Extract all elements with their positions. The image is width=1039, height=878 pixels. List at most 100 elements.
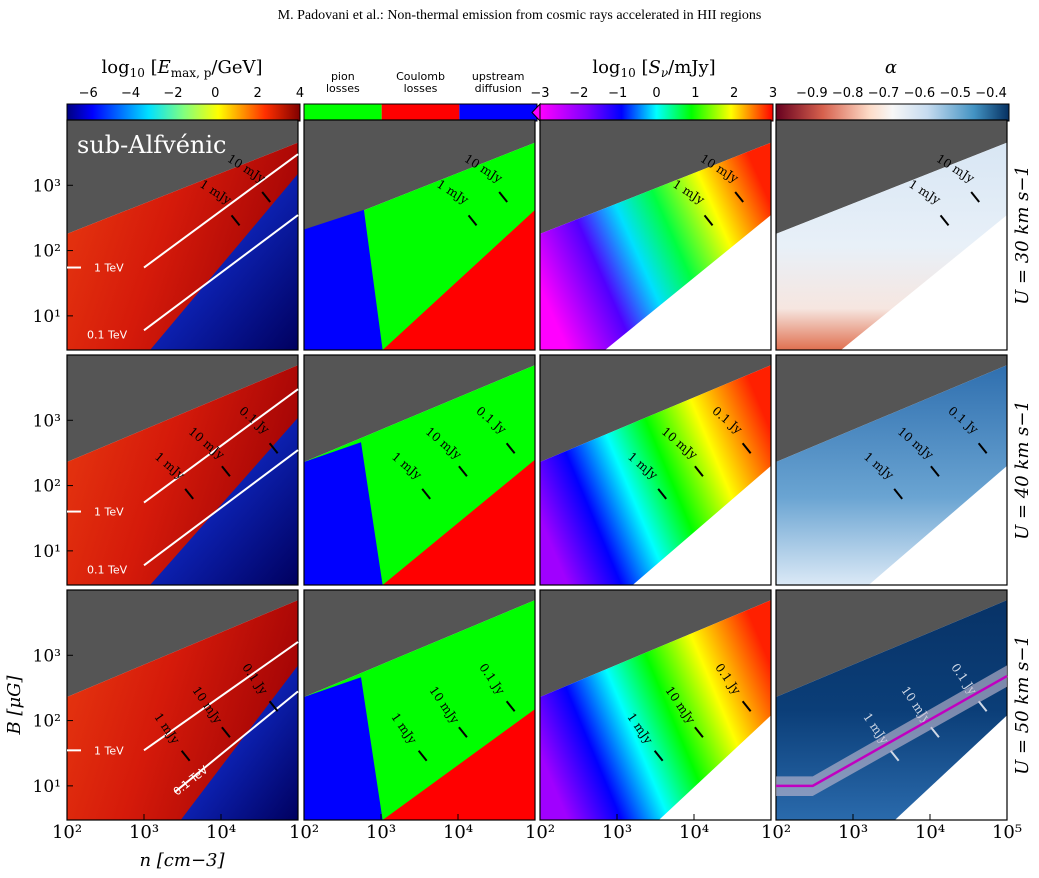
flux-contour-segment <box>467 214 478 227</box>
flux-contour-segment <box>268 442 279 454</box>
excluded-region <box>304 590 535 697</box>
x-tick-label: 10³ <box>366 822 396 843</box>
upstream-diffusion-region <box>304 442 383 585</box>
flux-contour-segment <box>970 191 980 203</box>
colorbar-category-swatch <box>381 104 460 121</box>
flux-contour-segment <box>893 488 903 500</box>
excluded-region <box>776 355 1007 462</box>
x-tick-label: 10⁵ <box>992 822 1022 843</box>
contour-label-1tev: 1 TeV <box>94 262 124 275</box>
panel-frame <box>66 589 299 821</box>
panel <box>66 589 299 821</box>
x-tick-label: 10³ <box>129 822 159 843</box>
colorbar-category-swatch <box>459 104 537 121</box>
alpha-map <box>776 365 1007 585</box>
colorbar-alpha <box>775 103 1010 122</box>
colorbar-tick: 0 <box>211 86 219 101</box>
trajectory-line <box>776 675 1008 788</box>
colorbar-tick: 2 <box>730 86 738 101</box>
coulomb-loss-region <box>382 709 535 820</box>
panel <box>539 589 772 821</box>
contour-label-1tev: 1 TeV <box>94 506 124 519</box>
upstream-diffusion-region <box>304 209 383 350</box>
panel-body <box>304 355 535 585</box>
colorbar-tick: −0.4 <box>975 86 1007 101</box>
colorbar-tick: 1 <box>691 86 699 101</box>
panel-body <box>304 590 535 820</box>
y-tick-label: 10¹ <box>33 307 61 327</box>
flux-contour-segment <box>261 191 271 203</box>
panel-body <box>304 120 535 350</box>
excluded-region <box>776 120 1007 234</box>
colorbar-tick: −0.8 <box>832 86 864 101</box>
flux-contour-segment <box>653 750 664 762</box>
colorbar-tick: 4 <box>296 86 304 101</box>
colorbar-tick: −4 <box>121 86 140 101</box>
panel-frame <box>775 354 1008 586</box>
flux-contour-segment <box>741 700 752 712</box>
y-tick-label: 10² <box>33 242 61 262</box>
flux-contour-segment <box>230 214 241 227</box>
colorbar-tick: −0.7 <box>868 86 900 101</box>
flux-contour-segment <box>221 465 231 477</box>
colorbar-category-label: losses <box>326 82 360 95</box>
panel-body <box>540 120 771 350</box>
colorbar-emax <box>66 103 301 122</box>
x-tick-label: 10² <box>525 822 555 843</box>
energy-contour <box>143 153 299 269</box>
flux-contour-segment <box>694 726 704 738</box>
contour-label-01tev: 0.1 TeV <box>87 564 128 577</box>
upstream-diffusion-region <box>304 677 383 820</box>
panel-frame <box>775 119 1008 351</box>
energy-contour <box>143 641 299 752</box>
panel <box>775 119 1008 351</box>
flux-contour-segment <box>498 191 508 203</box>
excluded-region <box>67 355 298 462</box>
energy-low-region <box>150 173 298 350</box>
flux-contour-segment <box>930 465 940 477</box>
x-tick-label: 10² <box>289 822 319 843</box>
flux-contour-segment <box>417 750 428 762</box>
flux-contour-segment <box>977 700 988 712</box>
flux-contour-segment <box>889 750 900 762</box>
panel-frame <box>303 354 536 586</box>
colorbar-tick: −3 <box>530 86 549 101</box>
colorbar-label-alpha: α <box>885 57 897 78</box>
trajectory-band <box>776 665 1007 796</box>
panel <box>539 354 772 586</box>
panel <box>539 119 772 351</box>
flux-map <box>540 600 771 820</box>
panel-frame <box>775 589 1008 821</box>
y-tick-label: 10¹ <box>33 542 61 562</box>
colorbar-category-swatch <box>304 104 382 121</box>
excluded-region <box>540 590 771 697</box>
coulomb-loss-region <box>382 459 535 585</box>
row-label: U = 30 km s−1 <box>1012 165 1033 305</box>
flux-contour-segment <box>221 726 231 738</box>
colorbar-tick: −6 <box>79 86 98 101</box>
panel <box>303 119 536 351</box>
panel-body <box>776 355 1007 585</box>
panel-frame <box>539 354 772 586</box>
excluded-region <box>540 355 771 462</box>
y-tick-label: 10² <box>33 712 61 732</box>
alpha-map <box>776 142 1007 350</box>
flux-contour-segment <box>703 214 714 227</box>
page-header: M. Padovani et al.: Non-thermal emission… <box>277 8 762 23</box>
row-label: U = 40 km s−1 <box>1012 400 1033 540</box>
flux-contour-segment <box>930 726 940 738</box>
flux-contour-segment <box>694 465 704 477</box>
excluded-region <box>304 355 535 462</box>
flux-contour-segment <box>734 191 744 203</box>
excluded-region <box>776 590 1007 697</box>
flux-contour-segment <box>180 750 191 762</box>
y-tick-label: 10³ <box>33 646 61 666</box>
flux-contour-segment <box>741 442 752 454</box>
flux-contour-segment <box>977 442 988 454</box>
energy-contour <box>143 449 299 567</box>
flux-map <box>540 142 771 350</box>
panel <box>66 119 299 351</box>
panel-body <box>67 590 298 820</box>
flux-map <box>540 365 771 585</box>
